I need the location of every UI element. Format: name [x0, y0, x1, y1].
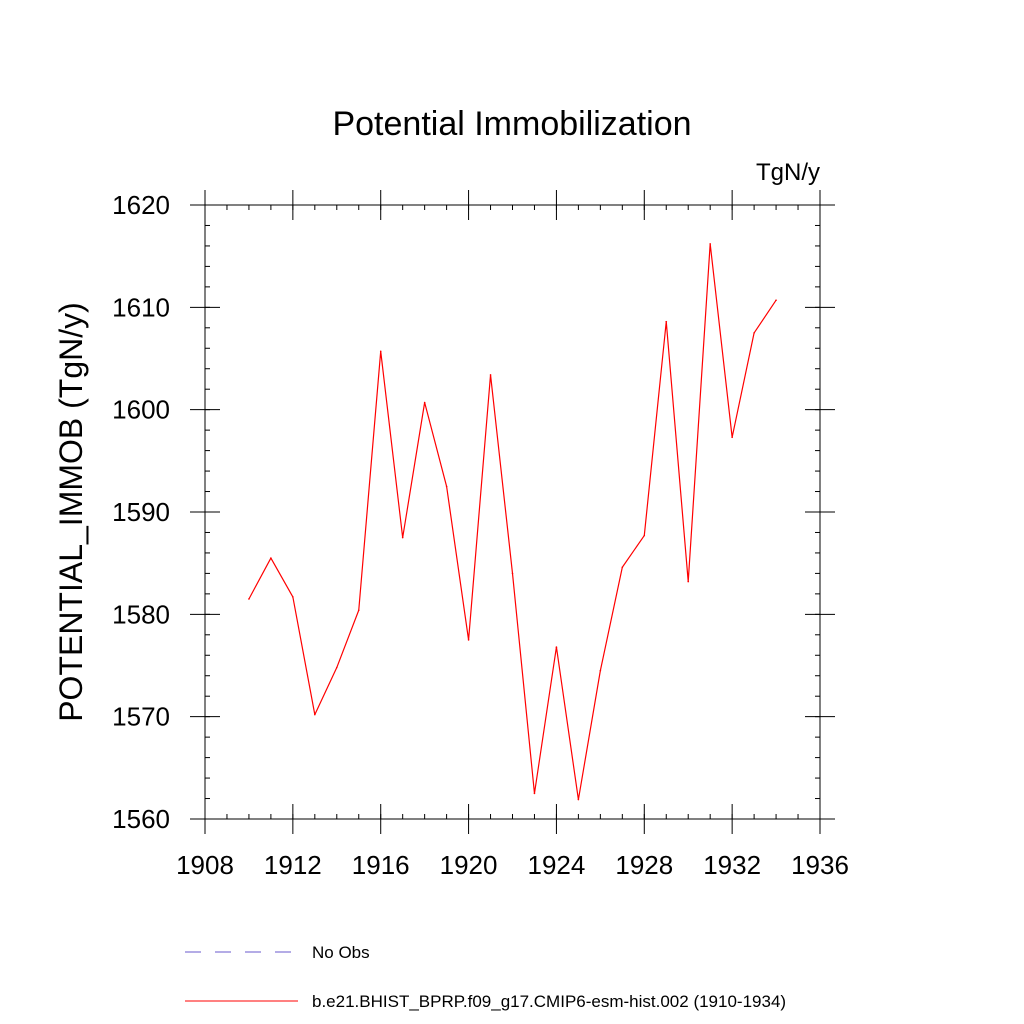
x-tick-label: 1924: [528, 850, 586, 880]
data-point: [314, 713, 316, 716]
y-tick-label: 1560: [112, 804, 170, 834]
data-point: [599, 669, 602, 672]
data-point: [643, 534, 646, 537]
data-point: [335, 666, 338, 669]
data-point: [423, 401, 426, 404]
data-point: [577, 798, 580, 801]
data-point: [775, 299, 777, 301]
y-tick-label: 1570: [112, 702, 170, 732]
data-point: [731, 436, 733, 439]
y-tick-label: 1600: [112, 395, 170, 425]
data-point: [533, 792, 536, 795]
data-point: [379, 350, 382, 353]
tick-labels: 1908 1912 1916 1920 1924 1928 1932 1936 1560 1570…: [112, 190, 849, 880]
data-point: [357, 609, 360, 612]
data-point: [555, 646, 558, 648]
y-tick-label: 1590: [112, 497, 170, 527]
x-tick-label: 1936: [791, 850, 849, 880]
series-layer: [248, 243, 777, 801]
x-tick-label: 1912: [264, 850, 322, 880]
y-tick-label: 1580: [112, 599, 170, 629]
chart-title: Potential Immobilization: [332, 105, 691, 143]
y-axis-label: POTENTIAL_IMMOB (TgN/y): [53, 302, 89, 722]
data-point: [270, 557, 272, 559]
legend: No Obs b.e21.BHIST_BPRP.f09_g17.CMIP6-esm…: [185, 943, 786, 1011]
x-tick-label: 1908: [176, 850, 234, 880]
plot-frame: [204, 204, 821, 820]
units-label: TgN/y: [756, 159, 820, 186]
data-point: [248, 598, 250, 600]
x-tick-label: 1920: [440, 850, 498, 880]
series-line-0: [248, 243, 777, 801]
data-point: [401, 536, 404, 539]
x-tick-label: 1928: [615, 850, 673, 880]
data-point: [511, 572, 514, 575]
data-point: [292, 596, 294, 598]
axis-ticks: [190, 190, 835, 834]
x-tick-label: 1916: [352, 850, 410, 880]
data-point: [709, 243, 711, 245]
data-point: [753, 332, 755, 334]
legend-label-0: No Obs: [312, 943, 370, 962]
y-tick-label: 1620: [112, 190, 170, 220]
x-tick-label: 1932: [703, 850, 761, 880]
data-point: [687, 580, 690, 583]
data-point: [445, 485, 448, 488]
data-point: [489, 374, 492, 376]
data-point: [665, 320, 668, 323]
data-point: [467, 639, 470, 641]
legend-label-1: b.e21.BHIST_BPRP.f09_g17.CMIP6-esm-hist.…: [312, 992, 786, 1011]
data-point: [621, 566, 624, 569]
y-tick-label: 1610: [112, 292, 170, 322]
